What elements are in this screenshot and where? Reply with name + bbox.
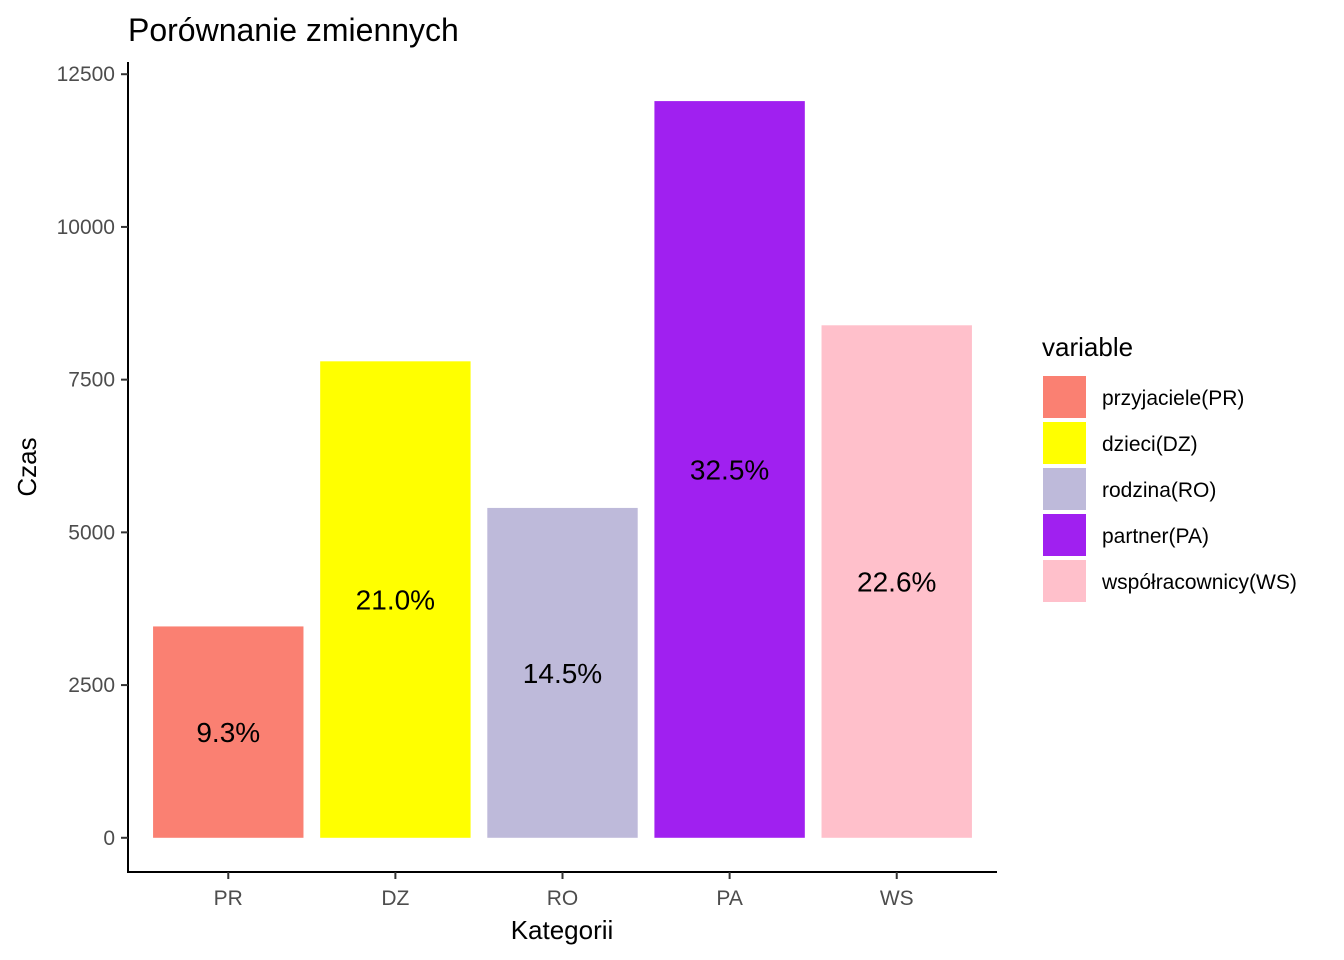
y-tick-label: 0: [103, 827, 115, 850]
y-axis-ticks: 0 2500 5000 7500 10000 12500: [57, 63, 128, 850]
legend-key-dz: [1043, 422, 1086, 464]
legend-label-pa: partner(PA): [1102, 525, 1209, 548]
legend-key-ro: [1043, 468, 1086, 510]
legend-label-dz: dzieci(DZ): [1102, 433, 1198, 456]
x-tick-label-ro: RO: [547, 887, 579, 910]
legend-items: przyjaciele(PR) dzieci(DZ) rodzina(RO) part…: [1043, 376, 1297, 602]
legend-key-pa: [1043, 514, 1086, 556]
y-tick-label: 5000: [68, 521, 115, 544]
x-tick-label-pr: PR: [214, 887, 243, 910]
legend-key-pr: [1043, 376, 1086, 418]
bar-value-label-ro: 14.5%: [523, 658, 602, 689]
bar-pr: [153, 626, 304, 838]
y-tick-label: 12500: [57, 63, 115, 86]
x-tick-label-pa: PA: [716, 887, 742, 910]
legend-label-ws: współracownicy(WS): [1101, 571, 1297, 594]
legend-label-pr: przyjaciele(PR): [1102, 387, 1244, 410]
y-tick-label: 2500: [68, 674, 115, 697]
bar-pa: [654, 101, 805, 838]
legend-key-ws: [1043, 560, 1086, 602]
bar-value-label-dz: 21.0%: [356, 585, 435, 616]
legend-title: variable: [1042, 332, 1133, 362]
legend: variable przyjaciele(PR) dzieci(DZ) rodzin…: [1042, 332, 1297, 602]
x-tick-label-ws: WS: [880, 887, 914, 910]
x-tick-label-dz: DZ: [381, 887, 409, 910]
y-axis-title: Czas: [12, 437, 42, 496]
legend-label-ro: rodzina(RO): [1102, 479, 1216, 502]
bar-ro: [487, 507, 638, 838]
bars-group: [153, 101, 972, 838]
bar-value-label-ws: 22.6%: [857, 567, 936, 598]
y-tick-label: 10000: [57, 216, 115, 239]
y-tick-label: 7500: [68, 369, 115, 392]
x-axis-title: Kategorii: [511, 915, 614, 945]
x-axis-ticks: PR DZ RO PA WS: [214, 872, 914, 910]
bar-labels-group: 9.3% 21.0% 14.5% 32.5% 22.6%: [196, 454, 936, 748]
bar-value-label-pr: 9.3%: [196, 717, 260, 748]
bar-dz: [320, 361, 471, 838]
chart-title: Porównanie zmiennych: [128, 12, 459, 48]
bar-ws: [821, 325, 972, 838]
bar-value-label-pa: 32.5%: [690, 454, 769, 485]
